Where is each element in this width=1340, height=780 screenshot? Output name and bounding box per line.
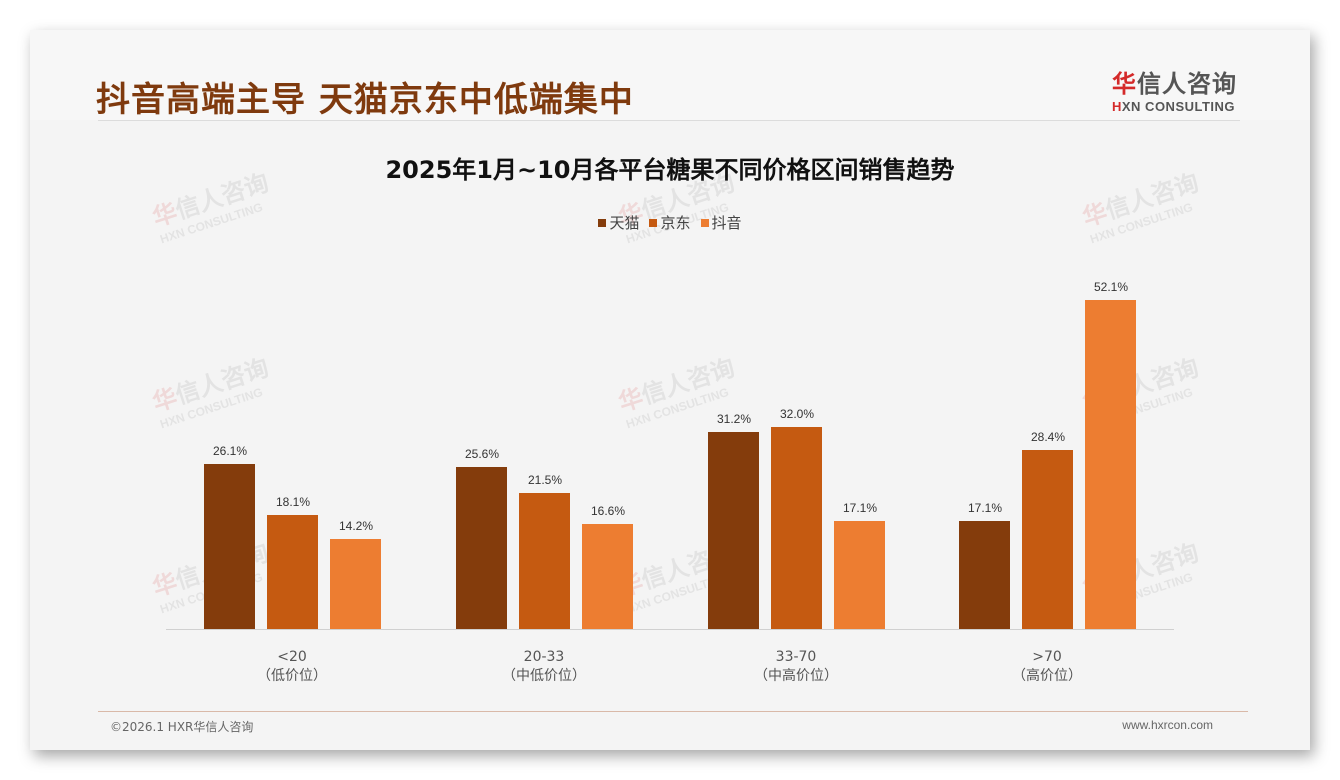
category-tier: （低价位） [257,668,327,684]
legend-swatch-icon [700,218,709,227]
bar-jd [771,427,822,629]
bar-plot-area: 26.1% 18.1% 14.2% <20 （低价位） 25.6% 21.5% 16.6% 20… [166,270,1174,684]
x-axis-category-label: 33-70 （中高价位） [716,648,876,686]
logo-cn-text: 信人咨询 [1137,70,1237,98]
legend-item-jd: 京东 [649,212,691,233]
category-range: 20-33 [523,649,565,665]
bar-tmall [456,467,507,629]
bar-value-label: 21.5% [527,473,563,487]
logo-mark: 华 [1112,70,1137,98]
bar-value-label: 26.1% [212,444,248,458]
bar-douyin [330,539,381,629]
category-range: 33-70 [775,649,817,665]
logo-en-mark: H [1112,99,1122,114]
bar-value-label: 31.2% [716,412,752,426]
category-tier: （高价位） [1012,668,1082,684]
legend-label: 抖音 [711,214,742,232]
legend-swatch-icon [598,218,607,227]
chart-legend: 天猫 京东 抖音 [30,212,1310,233]
category-range: <20 [277,649,307,665]
header-divider [98,120,1240,121]
bar-tmall [959,521,1010,629]
bar-tmall [708,432,759,629]
legend-item-tmall: 天猫 [598,212,639,233]
bar-jd [1022,450,1073,629]
x-axis-category-label: <20 （低价位） [212,648,372,686]
logo-chinese: 华信人咨询 [1112,64,1242,99]
legend-label: 京东 [660,214,691,232]
bar-value-label: 17.1% [967,501,1003,515]
bar-tmall [204,464,255,629]
bar-douyin [834,521,885,629]
header-band [30,30,1310,120]
company-logo: 华信人咨询 HXN CONSULTING [1112,64,1242,114]
category-tier: （中低价位） [502,668,586,684]
legend-item-douyin: 抖音 [700,212,742,233]
x-axis-category-label: 20-33 （中低价位） [464,648,624,686]
x-axis-category-label: >70 （高价位） [967,648,1127,686]
bar-value-label: 18.1% [275,495,311,509]
bar-value-label: 16.6% [590,504,626,518]
legend-swatch-icon [649,218,658,227]
bar-value-label: 25.6% [464,447,500,461]
bar-value-label: 52.1% [1093,280,1129,294]
footer-divider [98,711,1248,712]
bar-jd [267,515,318,629]
logo-en-text: XN CONSULTING [1121,99,1236,114]
legend-label: 天猫 [609,214,640,232]
bar-value-label: 14.2% [338,519,374,533]
bar-douyin [582,524,633,629]
bar-douyin [1085,300,1136,629]
bar-jd [519,493,570,629]
bar-value-label: 32.0% [779,407,815,421]
page-title: 抖音高端主导 天猫京东中低端集中 [96,80,634,120]
footer-copyright: ©2026.1 HXR华信人咨询 [110,720,254,734]
category-tier: （中高价位） [754,668,838,684]
bar-value-label: 28.4% [1030,430,1066,444]
x-axis-line [166,629,1174,630]
bar-value-label: 17.1% [842,501,878,515]
category-range: >70 [1032,649,1062,665]
logo-english: HXN CONSULTING [1112,99,1242,114]
chart-title: 2025年1月~10月各平台糖果不同价格区间销售趋势 [385,156,955,184]
footer-website: www.hxrcon.com [1122,718,1213,732]
slide: 抖音高端主导 天猫京东中低端集中 华信人咨询 HXN CONSULTING 华信… [30,30,1310,750]
